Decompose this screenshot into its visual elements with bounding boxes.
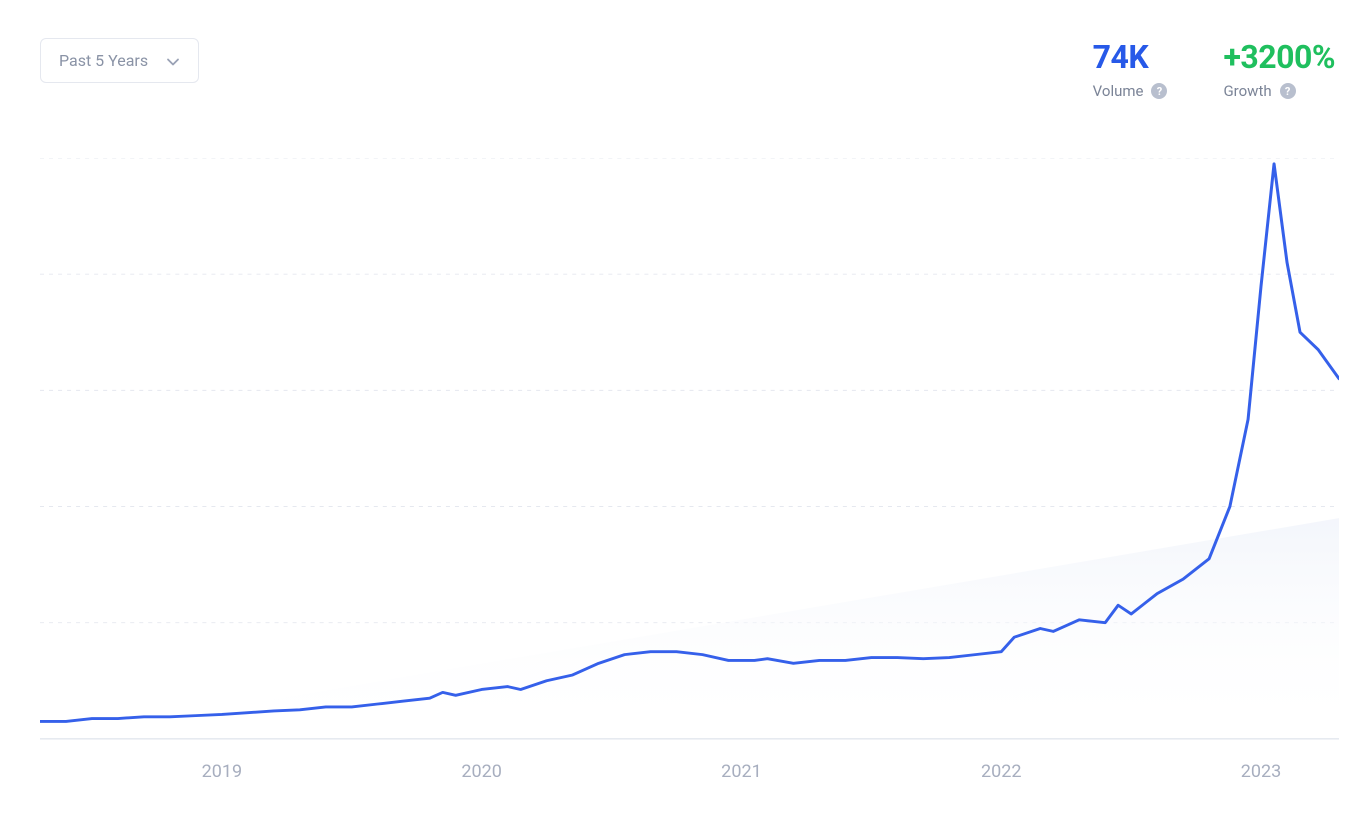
svg-text:2022: 2022 (981, 762, 1022, 782)
volume-label: Volume (1093, 82, 1144, 100)
chart-container: Past 5 Years 74K Volume ? +3200% Growth … (40, 38, 1339, 818)
volume-stat: 74K Volume ? (1093, 38, 1168, 100)
svg-text:2019: 2019 (202, 762, 243, 782)
chevron-down-icon (166, 54, 180, 68)
help-icon[interactable]: ? (1151, 83, 1167, 99)
trend-chart: 2019 2020 2021 2022 2023 (40, 158, 1339, 800)
growth-label-row: Growth ? (1223, 82, 1335, 100)
time-range-label: Past 5 Years (59, 51, 148, 70)
svg-text:2021: 2021 (721, 762, 762, 782)
volume-label-row: Volume ? (1093, 82, 1168, 100)
time-range-dropdown[interactable]: Past 5 Years (40, 38, 199, 83)
volume-value: 74K (1093, 38, 1168, 76)
stats-group: 74K Volume ? +3200% Growth ? (1093, 38, 1339, 100)
growth-stat: +3200% Growth ? (1223, 38, 1335, 100)
help-icon[interactable]: ? (1280, 83, 1296, 99)
growth-label: Growth (1223, 82, 1271, 100)
svg-text:2023: 2023 (1241, 762, 1282, 782)
chart-header: Past 5 Years 74K Volume ? +3200% Growth … (40, 38, 1339, 108)
svg-text:2020: 2020 (461, 762, 502, 782)
growth-value: +3200% (1223, 38, 1335, 76)
